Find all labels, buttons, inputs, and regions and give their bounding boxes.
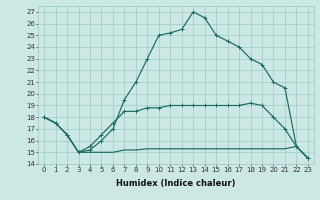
X-axis label: Humidex (Indice chaleur): Humidex (Indice chaleur) <box>116 179 236 188</box>
